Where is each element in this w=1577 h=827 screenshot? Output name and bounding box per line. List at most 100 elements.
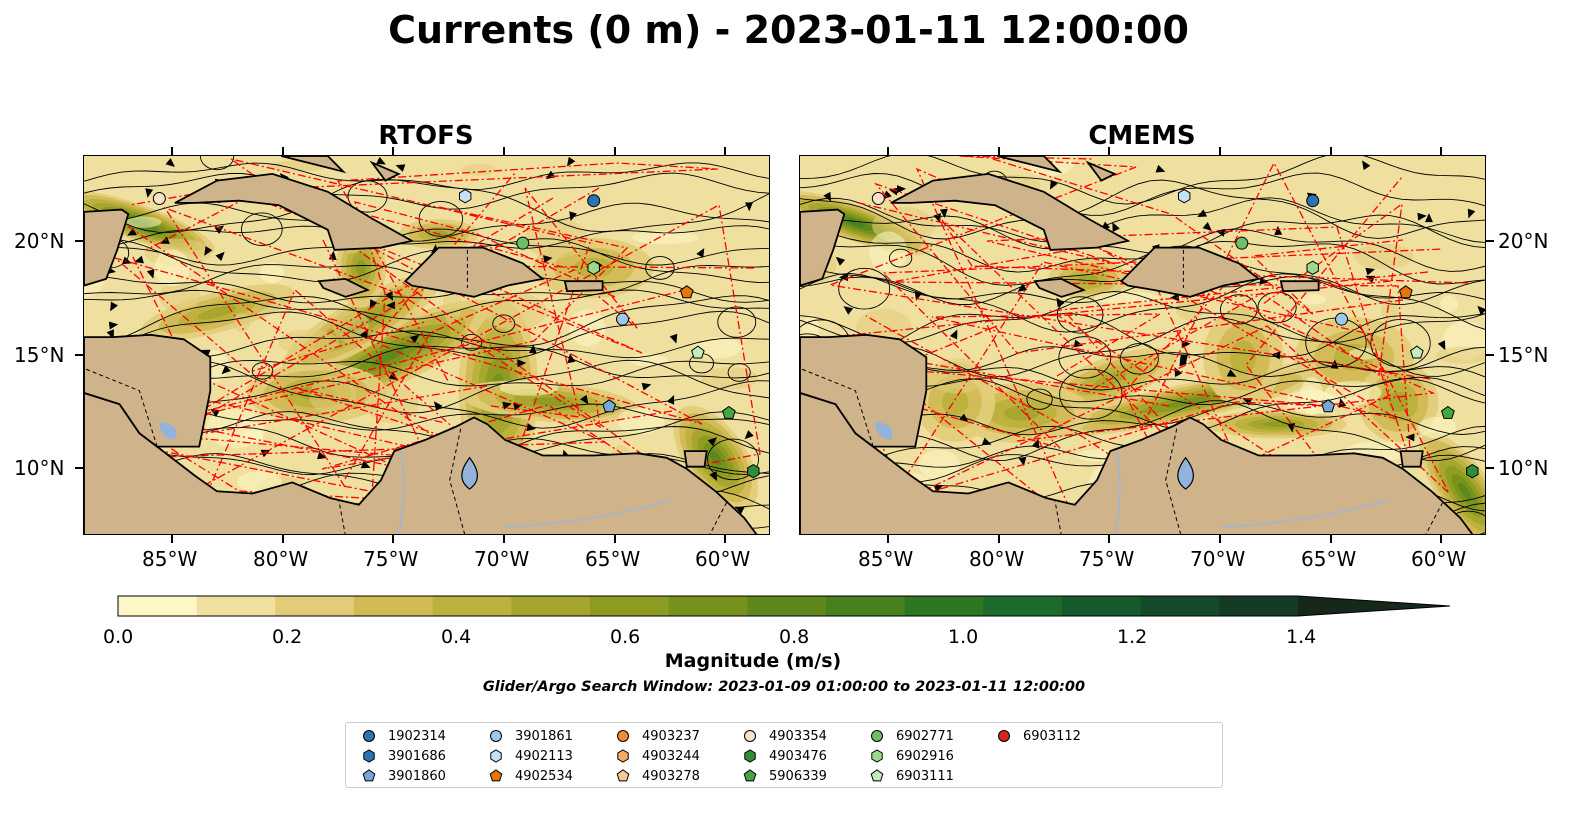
- y-tick-label-left: 10°N: [14, 456, 65, 480]
- legend-label: 3901861: [515, 728, 573, 744]
- x-tick-label: 70°W: [1190, 547, 1246, 571]
- map-panel-cmems: [799, 155, 1486, 535]
- colorbar-segment: [118, 596, 198, 616]
- legend-marker-hexagon: [617, 749, 629, 763]
- float-marker-5906339: [722, 405, 736, 419]
- legend-label: 4902534: [515, 768, 573, 784]
- legend-label: 6902771: [896, 728, 954, 744]
- legend-marker-pentagon: [489, 769, 503, 782]
- float-marker-3901860: [602, 399, 617, 413]
- legend-item: 3901860: [362, 767, 446, 785]
- x-tick-label: 70°W: [474, 547, 530, 571]
- float-marker-6903111: [1410, 345, 1424, 359]
- x-tick-label: 80°W: [253, 547, 309, 571]
- colorbar-segment: [1140, 596, 1220, 616]
- y-tick-label-right: 10°N: [1498, 456, 1549, 480]
- legend-item: 4902113: [489, 747, 573, 765]
- legend-label: 4902113: [515, 748, 573, 764]
- legend-marker-pentagon: [743, 769, 757, 782]
- x-tick-label: 75°W: [1079, 547, 1135, 571]
- legend-item: 5906339: [743, 767, 827, 785]
- float-marker-4902113: [1178, 189, 1191, 204]
- float-marker-6902916: [587, 260, 600, 275]
- legend-marker-hexagon: [744, 749, 756, 763]
- legend-label: 4903476: [769, 748, 827, 764]
- legend-label: 3901860: [388, 768, 446, 784]
- colorbar-segment: [511, 596, 591, 616]
- colorbar-title: Magnitude (m/s): [664, 650, 842, 672]
- colorbar-tick-label: 1.4: [1286, 626, 1317, 648]
- map-panel-rtofs: [83, 155, 770, 535]
- colorbar-extend-arrow: [1298, 596, 1450, 616]
- legend-item: 6903112: [997, 727, 1081, 745]
- legend-item: 4903476: [743, 747, 827, 765]
- x-tick-label: 85°W: [142, 547, 198, 571]
- colorbar-segment: [983, 596, 1063, 616]
- float-marker-1902314: [587, 194, 601, 208]
- legend-item: 4903244: [616, 747, 700, 765]
- legend-item: 3901861: [489, 727, 573, 745]
- float-marker-6903111: [691, 345, 705, 359]
- float-marker-4903476: [1466, 464, 1479, 479]
- float-marker-6902916: [1306, 260, 1319, 275]
- colorbar-tick-label: 0.4: [441, 626, 472, 648]
- search-window-caption: Glider/Argo Search Window: 2023-01-09 01…: [482, 679, 1086, 695]
- colorbar-tick-label: 0.6: [610, 626, 641, 648]
- panel-title-cmems: CMEMS: [1088, 121, 1196, 151]
- legend-item: 3901686: [362, 747, 446, 765]
- legend-marker-circle: [744, 730, 756, 742]
- float-marker-1902314: [1306, 194, 1320, 208]
- legend-item: 4903237: [616, 727, 700, 745]
- float-marker-5906339: [1441, 405, 1455, 419]
- legend-marker-pentagon: [616, 769, 630, 782]
- y-tick-label-right: 20°N: [1498, 229, 1549, 253]
- cmems-current-map: [800, 156, 1485, 534]
- legend-item: 4903278: [616, 767, 700, 785]
- legend-marker-circle: [998, 730, 1010, 742]
- x-tick-label: 80°W: [969, 547, 1025, 571]
- rtofs-current-map: [84, 156, 769, 534]
- float-marker-3901861: [616, 312, 630, 326]
- legend-label: 6902916: [896, 748, 954, 764]
- figure-title: Currents (0 m) - 2023-01-11 12:00:00: [388, 8, 1189, 52]
- colorbar-segment: [747, 596, 827, 616]
- colorbar-segment: [826, 596, 906, 616]
- legend-item: 4902534: [489, 767, 573, 785]
- x-tick-label: 65°W: [1301, 547, 1357, 571]
- legend-item: 4903354: [743, 727, 827, 745]
- y-tick-label-right: 15°N: [1498, 343, 1549, 367]
- x-tick-label: 60°W: [1411, 547, 1467, 571]
- colorbar-segment: [1062, 596, 1142, 616]
- colorbar-segment: [432, 596, 512, 616]
- float-marker-3901861: [1335, 312, 1349, 326]
- x-tick-label: 85°W: [858, 547, 914, 571]
- legend-marker-pentagon: [362, 769, 376, 782]
- legend-item: 6903111: [870, 767, 954, 785]
- legend-marker-circle: [363, 730, 375, 742]
- y-tick-label-left: 20°N: [14, 229, 65, 253]
- legend-marker-circle: [490, 730, 502, 742]
- x-tick-label: 65°W: [585, 547, 641, 571]
- float-marker-4903476: [747, 464, 760, 479]
- float-marker-6902771: [516, 236, 530, 250]
- float-marker-4903354: [152, 191, 166, 205]
- colorbar-segment: [904, 596, 984, 616]
- legend-marker-circle: [617, 730, 629, 742]
- float-marker-4903354: [871, 191, 885, 205]
- float-marker-4902534: [1398, 285, 1413, 299]
- x-tick-label: 60°W: [695, 547, 751, 571]
- colorbar-segment: [196, 596, 276, 616]
- float-marker-4902534: [679, 285, 694, 299]
- colorbar-tick-label: 1.0: [948, 626, 979, 648]
- colorbar-segment: [275, 596, 355, 616]
- legend-label: 4903237: [642, 728, 700, 744]
- legend-label: 5906339: [769, 768, 827, 784]
- panel-title-rtofs: RTOFS: [378, 121, 474, 151]
- legend-label: 6903111: [896, 768, 954, 784]
- x-tick-label: 75°W: [363, 547, 419, 571]
- legend-marker-hexagon: [490, 749, 502, 763]
- colorbar-tick-label: 0.8: [779, 626, 810, 648]
- legend-marker-hexagon: [871, 749, 883, 763]
- y-tick-label-left: 15°N: [14, 343, 65, 367]
